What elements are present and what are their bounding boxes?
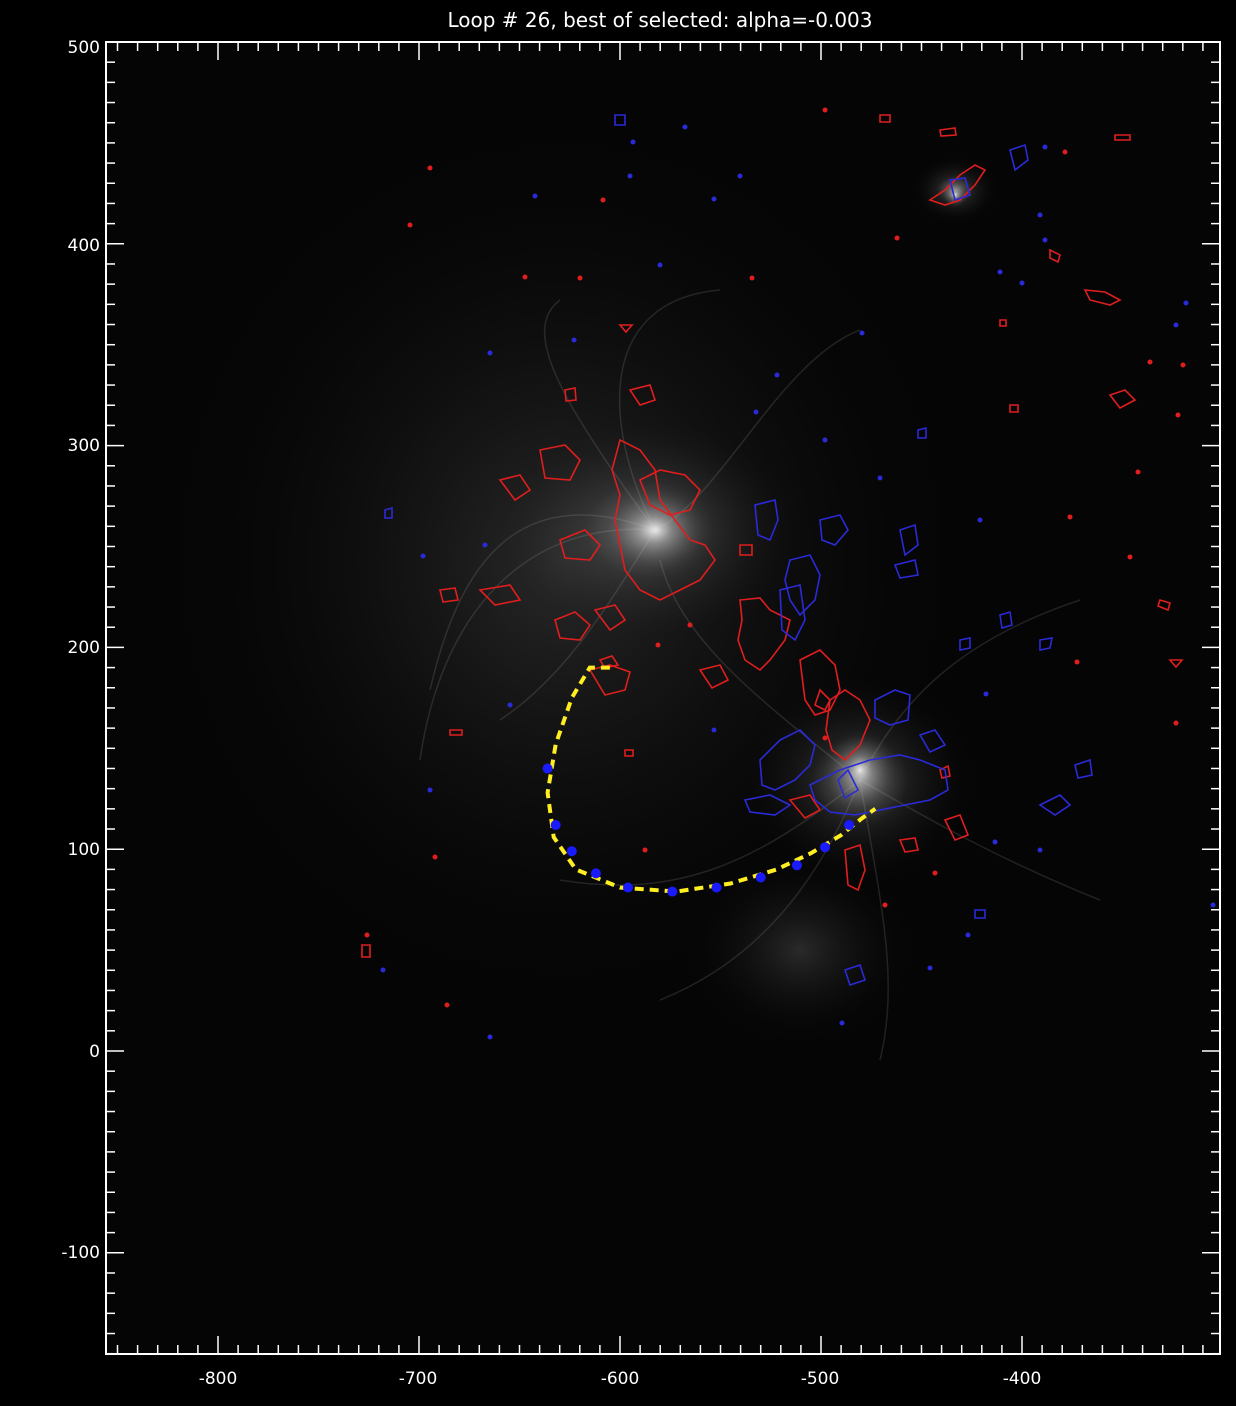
x-tick-label: -500 xyxy=(801,1369,840,1389)
y-axis-labels: 500 400 300 200 100 0 -100 xyxy=(61,38,100,1263)
loop-point xyxy=(550,820,561,830)
loop-point xyxy=(542,763,553,774)
positive-polarity-specks xyxy=(364,107,1186,1008)
x-tick-label: -700 xyxy=(399,1369,438,1389)
y-tick-label: 400 xyxy=(68,236,100,256)
loop-fit xyxy=(542,665,877,897)
loop-fit-curve xyxy=(545,665,877,894)
x-tick-label: -800 xyxy=(199,1369,238,1389)
plot-title: Loop # 26, best of selected: alpha=-0.00… xyxy=(447,8,872,32)
coronal-emission xyxy=(140,100,1000,1050)
loop-point xyxy=(566,846,577,857)
axis-ticks xyxy=(106,41,1220,1355)
loop-point xyxy=(667,886,678,897)
loop-point xyxy=(820,842,830,853)
negative-polarity-contours xyxy=(384,114,1093,987)
y-tick-label: 300 xyxy=(68,436,100,456)
loop-point xyxy=(844,820,855,830)
y-tick-label: 500 xyxy=(68,38,100,58)
y-tick-label: 200 xyxy=(68,638,100,658)
y-tick-label: -100 xyxy=(61,1243,100,1263)
loop-point xyxy=(590,868,601,879)
x-tick-label: -600 xyxy=(601,1369,640,1389)
coronal-loop-strands xyxy=(419,289,1101,1061)
positive-polarity-contours xyxy=(361,114,1184,958)
x-axis-labels: -800 -700 -600 -500 -400 xyxy=(199,1369,1042,1389)
negative-polarity-specks xyxy=(380,124,1216,1040)
loop-points xyxy=(542,763,855,897)
plot-border xyxy=(105,41,1221,1355)
loop-point xyxy=(791,860,802,871)
y-tick-label: 100 xyxy=(68,840,100,860)
x-tick-label: -400 xyxy=(1003,1369,1042,1389)
loop-point xyxy=(623,882,633,893)
loop-point xyxy=(711,882,722,893)
y-tick-label: 0 xyxy=(89,1042,100,1062)
loop-point xyxy=(755,872,766,883)
